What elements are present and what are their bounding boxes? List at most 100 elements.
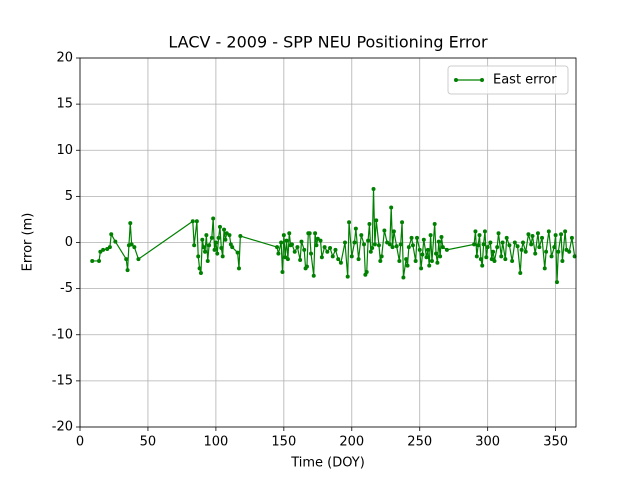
y-tick-label: 5 [65,189,73,204]
point-marker [507,243,512,248]
point-marker [205,258,210,263]
x-tick-label: 250 [407,435,432,450]
point-marker [542,266,547,271]
point-marker [379,254,384,259]
point-marker [304,264,309,269]
point-marker [276,251,281,256]
point-marker [101,247,106,252]
x-tick-label: 350 [543,435,568,450]
point-marker [429,258,434,263]
point-marker [235,250,240,255]
axes-frame [79,57,577,428]
point-marker [526,232,531,237]
point-marker [212,247,217,252]
point-marker [390,245,395,250]
point-marker [569,235,574,240]
point-marker [391,229,396,234]
point-marker [378,258,383,263]
point-marker [284,238,289,243]
point-marker [129,242,134,247]
point-marker [476,243,481,248]
point-marker [533,251,538,256]
point-marker [313,231,318,236]
point-marker [512,240,517,245]
x-tick-label: 100 [203,435,228,450]
point-marker [230,245,235,250]
point-marker [192,243,197,248]
point-marker [406,245,411,250]
point-marker [405,263,410,268]
point-marker [503,257,508,262]
point-marker [190,219,195,224]
point-marker [197,266,202,271]
point-marker [477,233,482,238]
point-marker [289,242,294,247]
point-marker [215,251,220,256]
point-marker [389,205,394,210]
point-marker [292,249,297,254]
x-tick-label: 0 [76,435,84,450]
point-marker [420,252,425,257]
x-tick-label: 50 [140,435,157,450]
point-marker [287,231,292,236]
point-marker [417,247,422,252]
point-marker [281,233,286,238]
point-marker [220,254,225,259]
point-marker [336,257,341,262]
point-marker [374,218,379,223]
point-marker [481,242,486,247]
point-marker [307,231,312,236]
point-marker [473,229,478,234]
point-marker [510,258,515,263]
legend-marker [480,78,484,82]
point-marker [544,249,549,254]
point-marker [362,242,367,247]
point-marker [480,263,485,268]
point-marker [400,220,405,225]
point-marker [482,229,487,234]
point-marker [529,242,534,247]
point-marker [404,257,409,262]
point-marker [236,266,241,271]
point-marker [318,238,323,243]
point-marker [563,229,568,234]
point-marker [540,235,545,240]
point-marker [338,260,343,265]
point-marker [209,235,214,240]
point-marker [295,245,300,250]
point-marker [314,243,319,248]
point-marker [125,268,130,273]
point-marker [376,243,381,248]
point-marker [491,249,496,254]
point-marker [366,238,371,243]
point-marker [328,246,333,251]
point-marker [518,270,523,275]
point-marker [196,254,201,259]
point-marker [435,260,440,265]
point-marker [201,245,206,250]
point-marker [238,234,243,239]
point-marker [515,244,520,249]
point-marker [97,258,102,263]
point-marker [419,266,424,271]
point-marker [421,237,426,242]
point-marker [128,221,133,226]
point-marker [382,228,387,233]
point-marker [567,249,572,254]
point-marker [559,232,564,237]
point-marker [299,239,304,244]
point-marker [285,257,290,262]
point-marker [553,233,558,238]
point-marker [217,224,222,229]
y-tick-label: 10 [56,143,73,158]
point-marker [440,245,445,250]
point-marker [413,258,418,263]
point-marker [213,240,218,245]
point-marker [109,232,114,237]
point-marker [330,254,335,259]
point-marker [496,231,501,236]
point-marker [554,280,559,285]
point-marker [394,244,399,249]
point-marker [359,233,364,238]
point-marker [368,249,373,254]
